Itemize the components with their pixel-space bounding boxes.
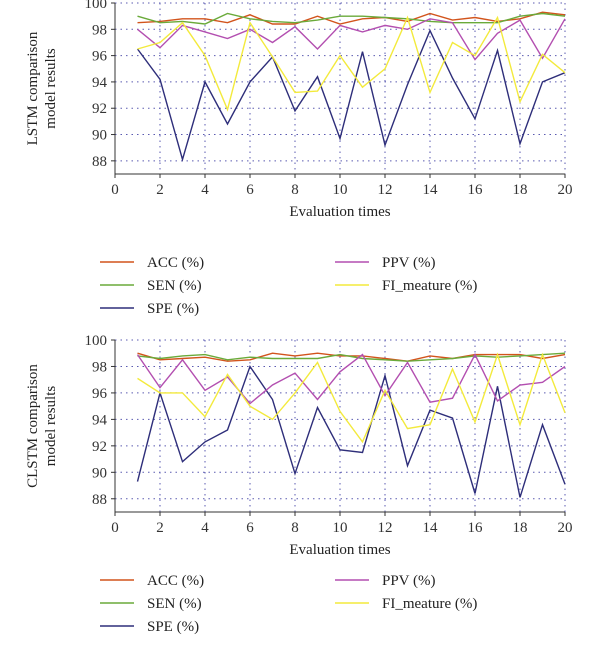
- y-tick-label: 100: [85, 0, 108, 12]
- legend-label: ACC (%): [147, 255, 204, 271]
- x-tick-label: 0: [111, 520, 119, 536]
- series-line-ppv: [137, 18, 566, 61]
- y-tick-label: 96: [92, 386, 108, 402]
- x-tick-label: 16: [468, 182, 484, 198]
- legend-label: PPV (%): [382, 255, 435, 271]
- series-line-acc: [137, 11, 566, 25]
- y-tick-label: 88: [92, 154, 107, 170]
- y-tick-label: 88: [92, 492, 107, 508]
- x-tick-label: 8: [291, 182, 299, 198]
- legend-label: FI_meature (%): [382, 278, 477, 294]
- x-tick-label: 20: [558, 520, 573, 536]
- x-tick-label: 0: [111, 182, 119, 198]
- y-tick-label: 94: [92, 412, 108, 428]
- y-tick-label: 96: [92, 49, 108, 65]
- y-tick-label: 94: [92, 75, 108, 91]
- series-line-fi_meature: [137, 15, 566, 112]
- chart-panel-2: 0 2 4 6 8 10 12 14 16 18 20 88 90 92 94 96 98 100 Evaluati…: [25, 333, 573, 635]
- legend-label: SPE (%): [147, 619, 199, 635]
- y-tick-label: 92: [92, 101, 107, 117]
- y-tick-label: 90: [92, 128, 107, 144]
- legend-label: PPV (%): [382, 573, 435, 589]
- y-tick-label: 98: [92, 22, 107, 38]
- x-axis-label: Evaluation times: [289, 542, 390, 558]
- y-tick-label: 90: [92, 465, 107, 481]
- x-tick-label: 12: [378, 520, 393, 536]
- chart-panel-1: 0 2 4 6 8 10 12 14 16 18 20 88 90 92 94 96 98 100 Evaluati…: [25, 0, 573, 317]
- legend-label: SEN (%): [147, 278, 202, 294]
- x-axis-label: Evaluation times: [289, 204, 390, 220]
- x-tick-label: 18: [513, 520, 528, 536]
- x-tick-label: 16: [468, 520, 484, 536]
- x-tick-label: 4: [201, 182, 209, 198]
- x-tick-label: 18: [513, 182, 528, 198]
- x-tick-label: 20: [558, 182, 573, 198]
- x-tick-label: 6: [246, 520, 254, 536]
- y-tick-label: 100: [85, 333, 108, 349]
- series-line-ppv: [136, 353, 566, 405]
- y-axis-label-line: CLSTM comparison: [25, 364, 41, 488]
- x-tick-label: 10: [333, 182, 348, 198]
- y-tick-label: 98: [92, 359, 107, 375]
- x-tick-label: 10: [333, 520, 348, 536]
- x-tick-label: 14: [423, 520, 439, 536]
- y-axis-label-line: model results: [43, 48, 59, 129]
- series-line-sen: [137, 352, 566, 362]
- y-axis-label-line: model results: [43, 386, 59, 467]
- y-tick-label: 92: [92, 439, 107, 455]
- x-tick-label: 2: [156, 182, 164, 198]
- series-line-spe: [136, 28, 566, 163]
- x-tick-label: 12: [378, 182, 393, 198]
- legend-label: SPE (%): [147, 301, 199, 317]
- x-tick-label: 4: [201, 520, 209, 536]
- x-tick-label: 14: [423, 182, 439, 198]
- x-tick-label: 8: [291, 520, 299, 536]
- y-axis-label-line: LSTM comparison: [25, 31, 41, 145]
- legend-label: SEN (%): [147, 596, 202, 612]
- x-tick-label: 6: [246, 182, 254, 198]
- legend-label: ACC (%): [147, 573, 204, 589]
- series-line-spe: [136, 364, 566, 498]
- x-tick-label: 2: [156, 520, 164, 536]
- legend-label: FI_meature (%): [382, 596, 477, 612]
- series-line-fi_meature: [137, 352, 566, 444]
